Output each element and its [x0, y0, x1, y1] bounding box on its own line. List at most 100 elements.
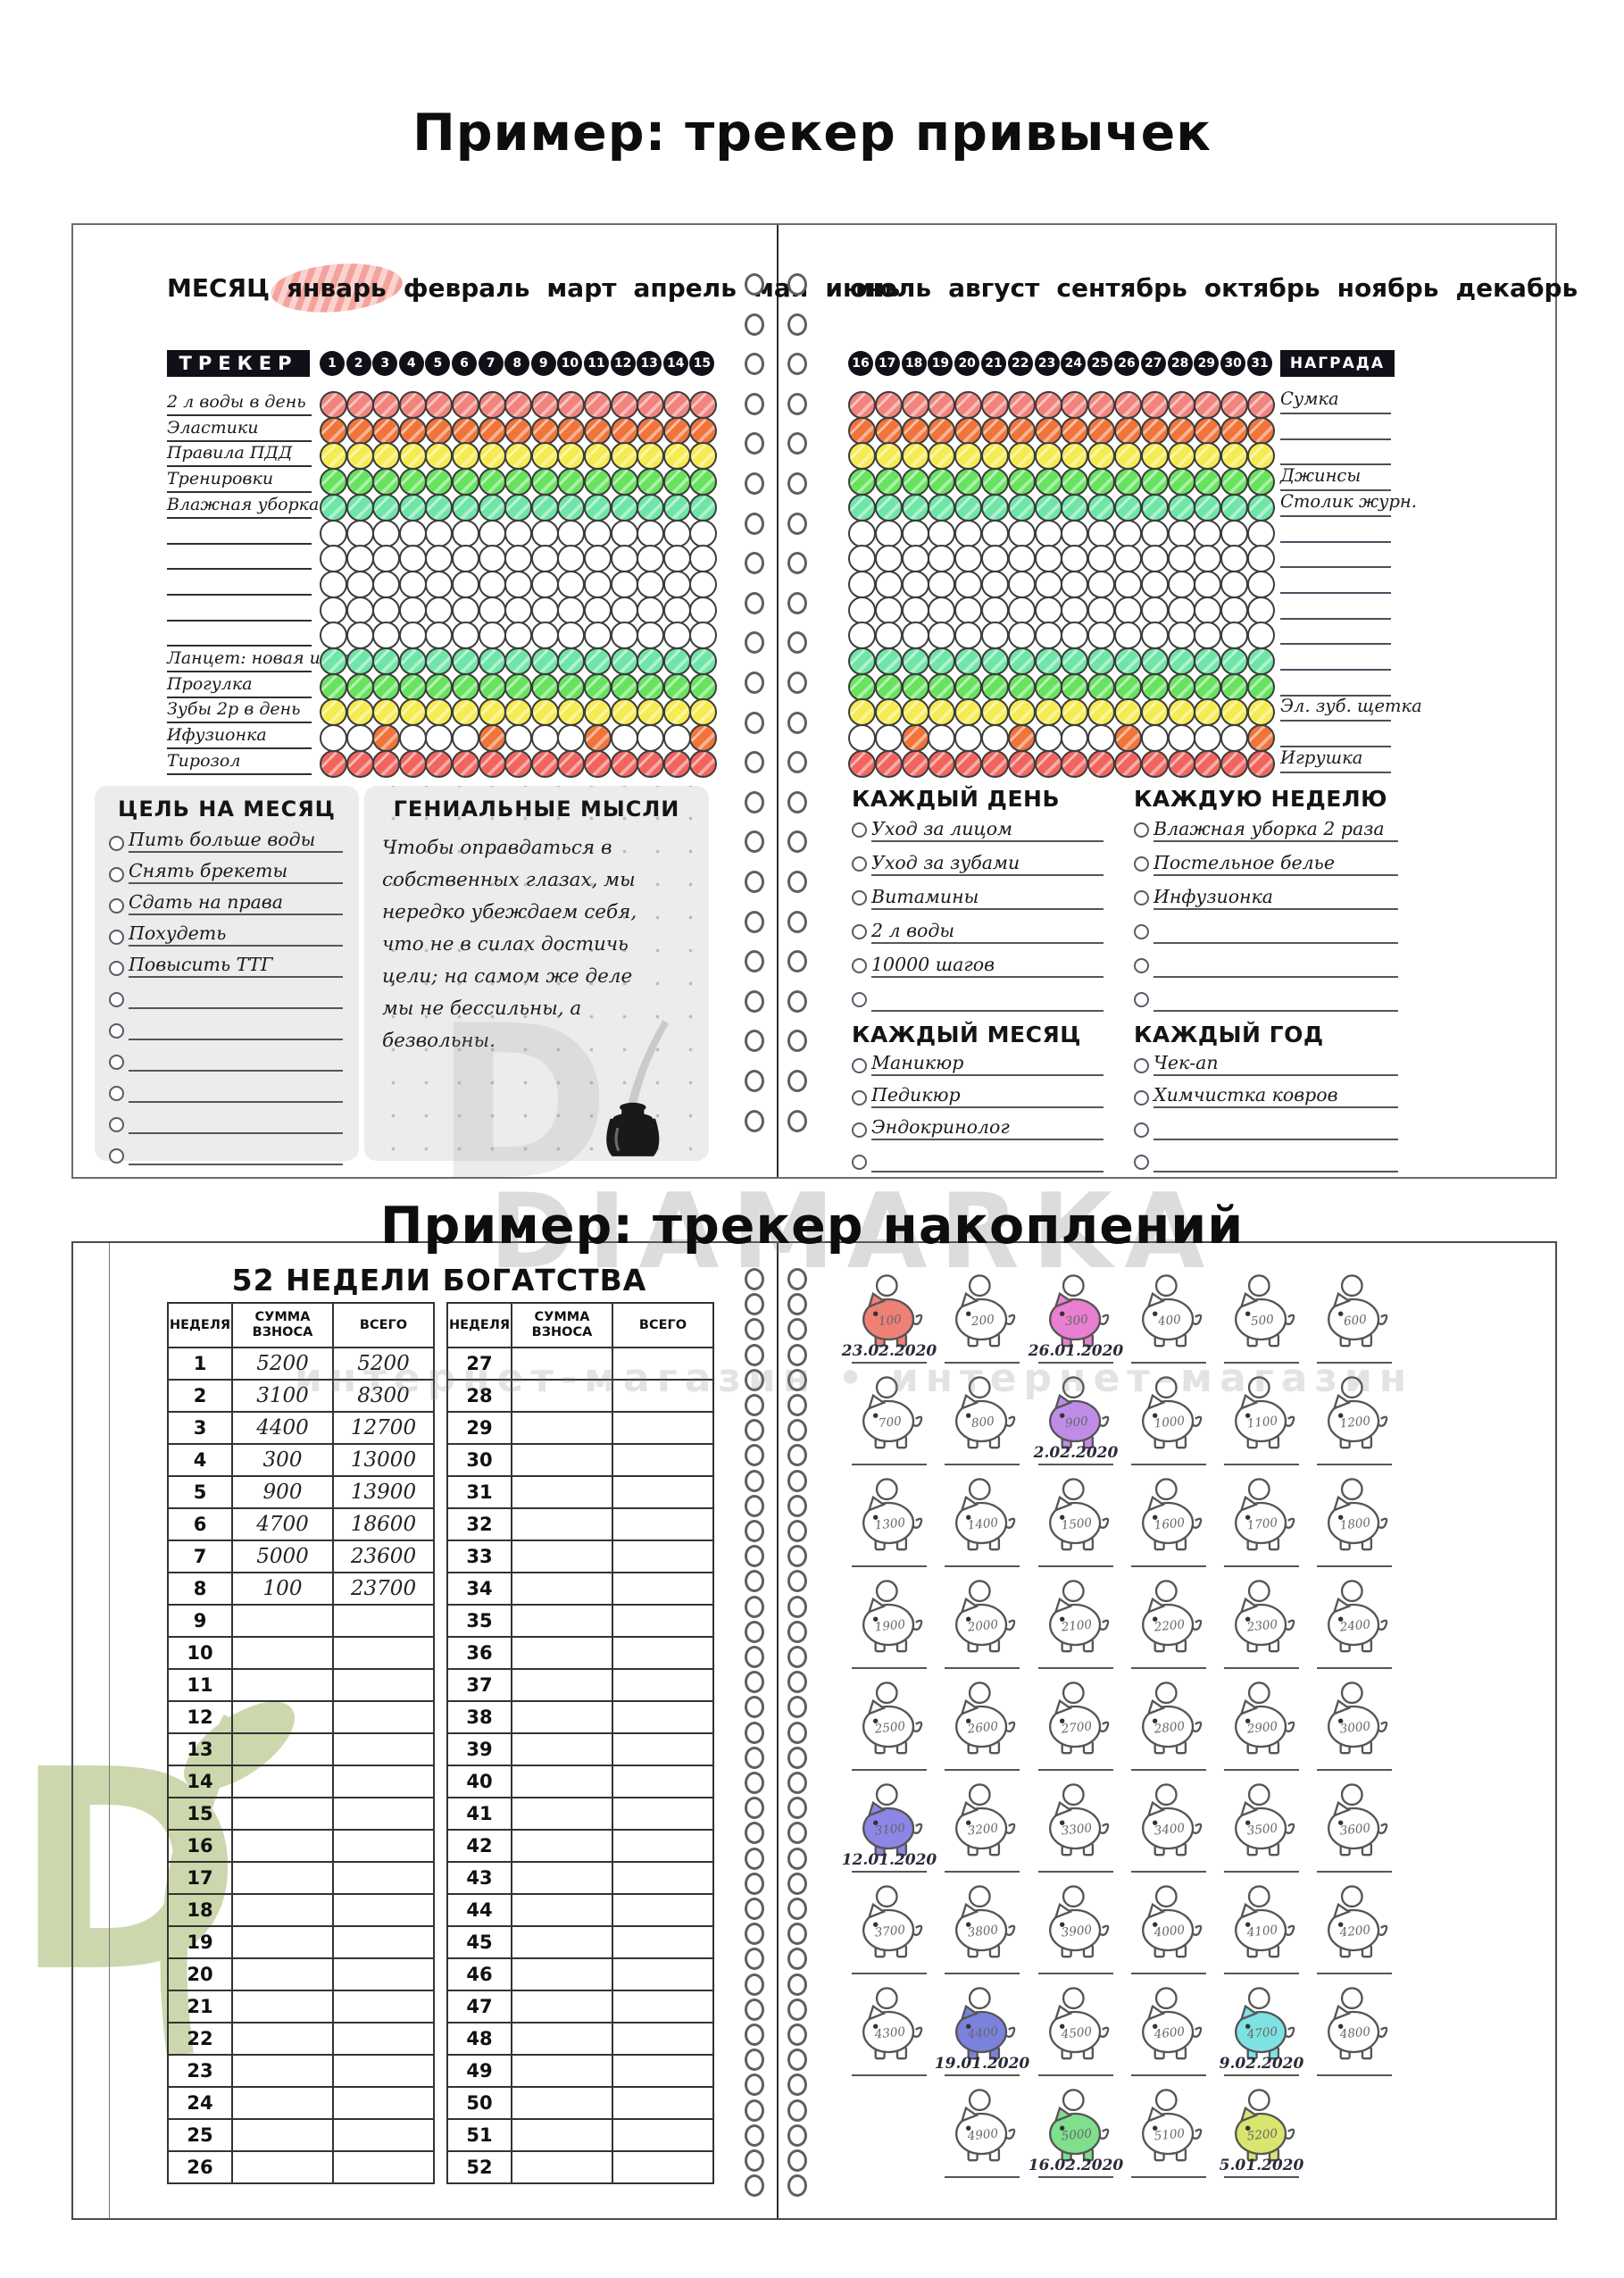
pig-date-line	[1038, 1362, 1113, 1364]
list-item	[109, 1075, 346, 1106]
habit-circle	[1007, 468, 1036, 496]
svg-text:700: 700	[878, 1414, 903, 1431]
week-number: 51	[446, 2118, 512, 2152]
habit-circle	[557, 545, 586, 573]
habit-circle	[610, 416, 638, 445]
habit-circle	[478, 724, 506, 753]
habit-circle	[584, 442, 612, 471]
habit-circle	[637, 647, 665, 675]
pig-date-line	[852, 1464, 927, 1465]
deposit-value	[231, 2086, 334, 2120]
pig-icon: 600	[1328, 1274, 1388, 1348]
spiral-ring	[787, 472, 807, 495]
piggy-bank: 1700	[1221, 1476, 1302, 1562]
total-value	[612, 1572, 714, 1606]
habit-circle	[610, 391, 638, 419]
habit-circle	[1194, 468, 1222, 496]
deposit-value	[511, 1893, 613, 1927]
pig-date-line	[1038, 2176, 1113, 2178]
habit-circle	[530, 698, 559, 727]
deposit-value	[511, 1668, 613, 1702]
habit-circle	[610, 493, 638, 522]
col-header-deposit: СУММА ВЗНОСА	[231, 1302, 334, 1348]
habit-circle	[637, 468, 665, 496]
habit-circle	[1140, 519, 1169, 547]
list-item-text	[1153, 1139, 1398, 1140]
table-row: 30	[446, 1443, 714, 1477]
day-number-circle: 10	[557, 351, 583, 376]
habit-circle	[452, 596, 479, 624]
total-value	[612, 1443, 714, 1477]
svg-text:1500: 1500	[1061, 1515, 1093, 1533]
piggy-bank: 2600	[942, 1680, 1022, 1765]
week-number: 36	[446, 1636, 512, 1670]
pig-icon: 300	[1049, 1274, 1110, 1348]
habit-label: Ланцет: новая игла	[167, 647, 350, 672]
spiral-ring	[745, 2174, 764, 2198]
month-name: июль	[855, 273, 932, 303]
deposit-value	[231, 2150, 334, 2184]
award-line	[1280, 438, 1391, 440]
habit-circle	[557, 596, 586, 624]
deposit-value	[231, 1893, 334, 1927]
piggy-bank: 1200	[1314, 1374, 1395, 1460]
pig-icon: 2900	[1235, 1681, 1295, 1755]
habit-circle	[346, 749, 374, 778]
deposit-value	[511, 1411, 613, 1445]
spiral-ring	[745, 1772, 764, 1794]
habit-circle	[346, 416, 374, 445]
checkbox-circle-icon	[852, 958, 867, 973]
habit-circle	[901, 545, 929, 573]
piggy-bank: 2800	[1128, 1680, 1209, 1765]
list-item-text	[1153, 976, 1398, 978]
habit-circle	[1034, 672, 1062, 701]
svg-text:2100: 2100	[1060, 1617, 1093, 1635]
pig-icon: 1400	[955, 1478, 1016, 1551]
pig-date-line	[1038, 1973, 1113, 1974]
habit-label: Правила ПДД	[167, 442, 312, 468]
habit-circle	[1087, 596, 1116, 624]
habit-circle	[1247, 570, 1275, 598]
habit-circle	[1114, 416, 1142, 445]
spiral-ring	[745, 1343, 764, 1366]
piggy-bank: 3500	[1221, 1782, 1302, 1867]
habit-circle	[1087, 545, 1116, 573]
habit-circle	[954, 596, 983, 624]
habit-circle	[478, 570, 506, 598]
pig-icon: 1300	[862, 1478, 923, 1551]
habit-circle	[425, 468, 454, 496]
habit-tracker-title: Пример: трекер привычек	[412, 104, 1212, 163]
habit-circle	[425, 545, 454, 573]
habit-circle	[504, 545, 533, 573]
habit-circle	[1114, 672, 1142, 701]
habit-circle	[557, 493, 586, 522]
pig-icon: 400	[1142, 1274, 1203, 1348]
spiral-ring	[787, 1898, 807, 1920]
every-year-list: Чек-ап Химчистка ковров	[1134, 1047, 1402, 1176]
habit-circle	[530, 519, 559, 547]
spiral-ring	[787, 2174, 807, 2198]
habit-circle	[848, 493, 876, 522]
table-row: 19	[167, 1925, 435, 1959]
table-row: 38	[446, 1700, 714, 1734]
deposit-value: 3100	[231, 1379, 334, 1413]
habit-circle	[1034, 545, 1062, 573]
habit-circle	[1220, 698, 1249, 727]
pig-date-line	[1038, 1464, 1113, 1465]
spiral-ring	[745, 1368, 764, 1391]
pig-date-line	[1317, 1667, 1392, 1669]
habit-circle	[1247, 416, 1275, 445]
table-row: 25	[167, 2118, 435, 2152]
habit-circle	[584, 622, 612, 650]
day-number-circle: 4	[398, 351, 424, 376]
piggy-bank: 1600	[1128, 1476, 1209, 1562]
habit-circle	[1167, 519, 1195, 547]
piggy-bank: 4600	[1128, 1985, 1209, 2071]
svg-text:4500: 4500	[1060, 2024, 1093, 2042]
habit-circle	[1114, 545, 1142, 573]
spiral-ring	[745, 631, 764, 655]
habit-circle	[372, 416, 401, 445]
spiral-ring	[745, 2149, 764, 2172]
list-item: Химчистка ковров	[1134, 1080, 1402, 1112]
habit-circle	[1061, 545, 1089, 573]
